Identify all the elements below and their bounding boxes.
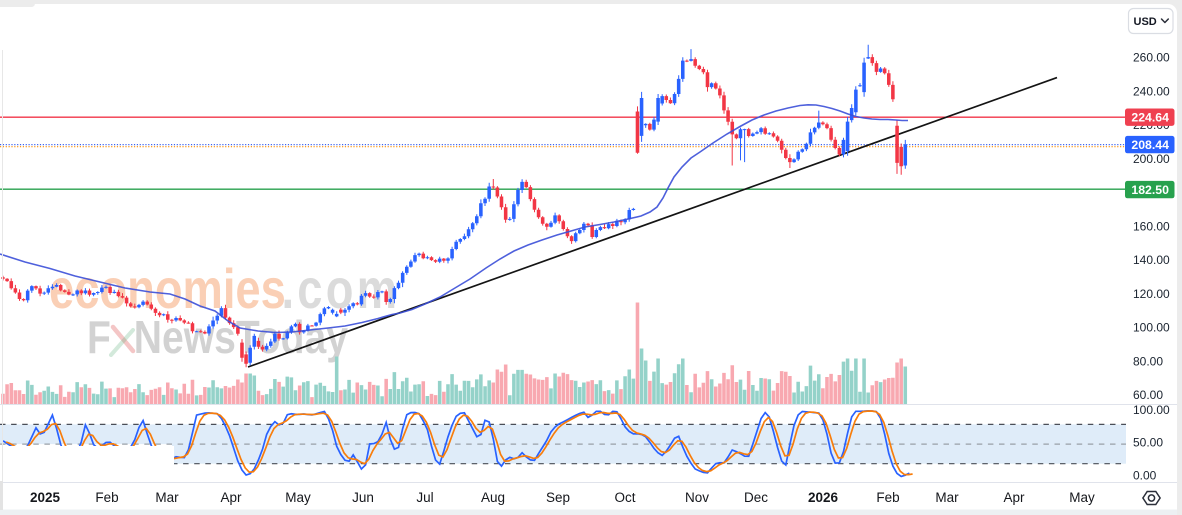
svg-text:208.44: 208.44 xyxy=(1131,138,1169,152)
svg-text:60.00: 60.00 xyxy=(1133,388,1163,402)
svg-text:80.00: 80.00 xyxy=(1133,354,1163,368)
svg-text:50.00: 50.00 xyxy=(1133,436,1163,450)
svg-text:160.00: 160.00 xyxy=(1133,219,1170,233)
svg-text:140.00: 140.00 xyxy=(1133,253,1170,267)
svg-text:Apr: Apr xyxy=(220,490,242,505)
svg-text:USD: USD xyxy=(1134,16,1157,28)
svg-text:Feb: Feb xyxy=(95,490,118,505)
svg-text:Dec: Dec xyxy=(744,490,768,505)
svg-text:Mar: Mar xyxy=(155,490,179,505)
svg-text:0.00: 0.00 xyxy=(1133,468,1157,482)
svg-text:Nov: Nov xyxy=(685,490,709,505)
svg-text:Feb: Feb xyxy=(876,490,899,505)
svg-text:Aug: Aug xyxy=(481,490,505,505)
svg-text:120.00: 120.00 xyxy=(1133,287,1170,301)
svg-text:Jun: Jun xyxy=(352,490,374,505)
svg-text:182.50: 182.50 xyxy=(1131,183,1169,197)
svg-text:260.00: 260.00 xyxy=(1133,51,1170,65)
svg-text:Oct: Oct xyxy=(614,490,635,505)
svg-text:200.00: 200.00 xyxy=(1133,152,1170,166)
svg-text:100.00: 100.00 xyxy=(1133,321,1170,335)
svg-text:2025: 2025 xyxy=(30,490,61,505)
svg-text:2026: 2026 xyxy=(808,490,839,505)
svg-text:May: May xyxy=(1069,490,1095,505)
svg-text:Apr: Apr xyxy=(1003,490,1025,505)
svg-text:May: May xyxy=(285,490,311,505)
svg-text:240.00: 240.00 xyxy=(1133,84,1170,98)
svg-text:economies: economies xyxy=(49,257,286,320)
svg-text:Jul: Jul xyxy=(416,490,433,505)
svg-text:Sep: Sep xyxy=(546,490,570,505)
svg-text:224.64: 224.64 xyxy=(1131,111,1169,125)
svg-text:100.00: 100.00 xyxy=(1133,403,1170,417)
svg-text:F: F xyxy=(87,312,111,364)
svg-text:Mar: Mar xyxy=(935,490,959,505)
